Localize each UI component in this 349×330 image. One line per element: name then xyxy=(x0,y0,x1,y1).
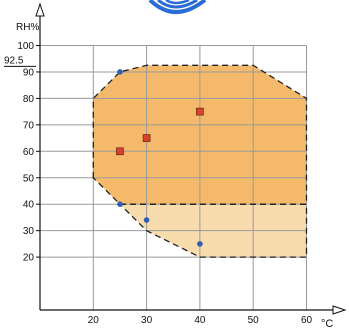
circle-point-1-1 xyxy=(117,201,123,207)
x-tick-label-2: 40 xyxy=(194,315,206,326)
logo-arcs-icon xyxy=(148,0,207,14)
square-point-0-2 xyxy=(196,107,204,116)
axes-layer xyxy=(35,2,347,315)
y-tick-label-6: 80 xyxy=(23,94,35,105)
data-points xyxy=(116,69,204,247)
y-axis-label: RH% xyxy=(16,22,39,33)
circle-point-1-0 xyxy=(117,69,123,75)
circle-point-1-3 xyxy=(197,241,203,247)
region-boundary-1 xyxy=(118,203,308,258)
y-axis-arrow xyxy=(35,2,45,17)
y-tick-label-2: 40 xyxy=(23,200,35,211)
x-tick-label-0: 20 xyxy=(88,315,100,326)
tick-labels: 20 30 40 50 60 70 80 90 100 20 30 40 50 60 92.5 xyxy=(4,41,312,326)
region-boundaries xyxy=(92,64,308,258)
y-tick-label-0: 20 xyxy=(23,253,35,264)
y-tick-label-3: 50 xyxy=(23,173,35,184)
grid-layer xyxy=(40,45,307,310)
x-tick-label-1: 30 xyxy=(141,315,153,326)
y-tick-label-8: 100 xyxy=(17,41,34,52)
y-tick-label-5: 70 xyxy=(23,120,35,131)
square-point-0-0 xyxy=(116,147,124,156)
x-tick-label-3: 50 xyxy=(248,315,260,326)
y-tick-label-4: 60 xyxy=(23,147,35,158)
circle-point-1-2 xyxy=(143,217,150,223)
x-tick-label-4: 60 xyxy=(301,315,313,326)
y-tick-label-7: 90 xyxy=(23,67,35,78)
annotation-label-0: 92.5 xyxy=(4,55,24,66)
y-tick-label-1: 30 xyxy=(23,226,35,237)
square-point-0-1 xyxy=(142,134,151,142)
x-axis-arrow xyxy=(332,305,347,315)
x-axis-label: °C xyxy=(321,318,333,330)
